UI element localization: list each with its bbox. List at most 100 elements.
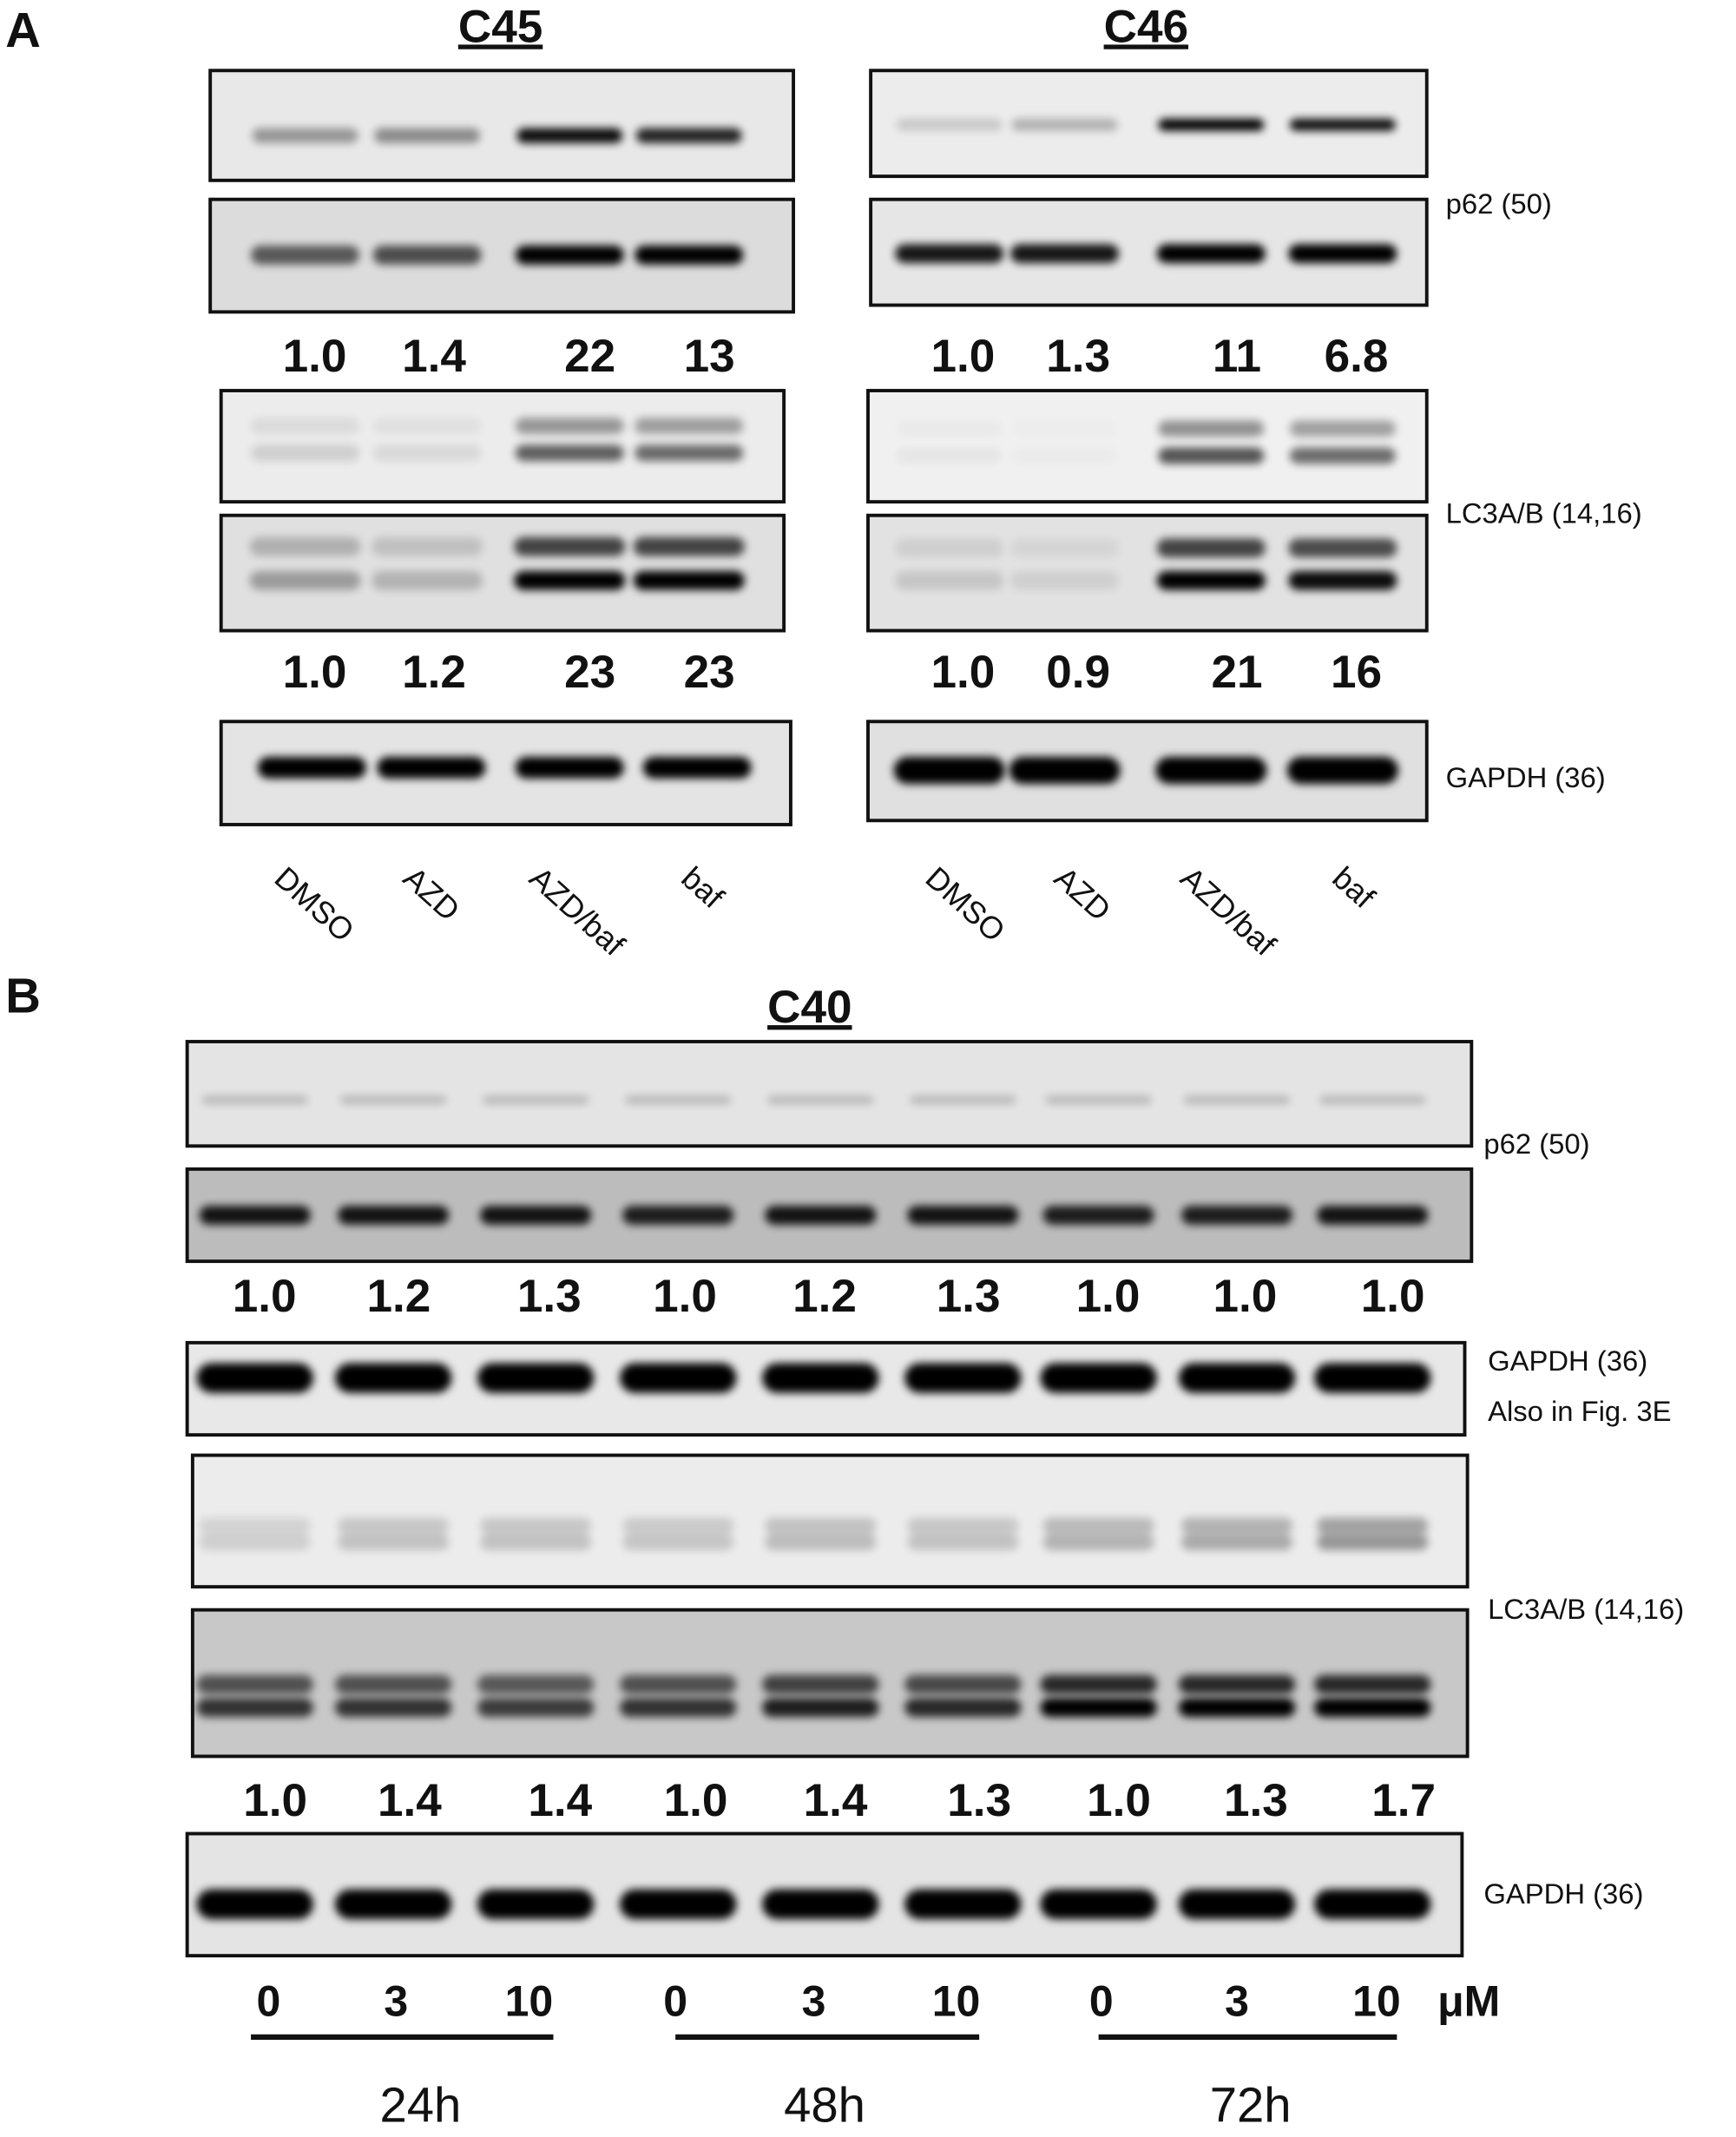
blot-frame (208, 69, 796, 182)
band (1184, 1095, 1290, 1104)
ratio-label: 6.8 (1325, 331, 1389, 382)
band (633, 570, 745, 590)
band (1286, 756, 1398, 785)
band (625, 1095, 732, 1104)
marker-label: LC3A/B (14,16) (1488, 1593, 1684, 1625)
blot-background (868, 390, 1427, 503)
band (897, 420, 1003, 437)
band (477, 1698, 595, 1718)
lane-label: baf (674, 859, 731, 916)
band (1180, 1206, 1293, 1225)
band (1156, 538, 1266, 558)
ratio-label: 23 (684, 647, 735, 698)
band (1314, 1889, 1431, 1919)
band (895, 570, 1004, 590)
marker-label: GAPDH (36) (1483, 1877, 1643, 1910)
ratio-label: 21 (1211, 647, 1262, 698)
band (477, 1889, 595, 1919)
marker-label: GAPDH (36) (1446, 761, 1606, 793)
band (895, 538, 1004, 558)
blot (190, 1453, 1470, 1589)
band (765, 1206, 877, 1225)
lane-label: DMSO (919, 859, 1013, 949)
blot-frame (185, 1167, 1474, 1264)
band (1045, 1095, 1152, 1104)
blot (185, 1167, 1474, 1264)
band (372, 418, 482, 434)
band (1010, 570, 1120, 590)
band (196, 1698, 313, 1718)
band (514, 536, 626, 556)
band (480, 1206, 592, 1225)
blot (185, 1831, 1464, 1958)
band (1314, 1674, 1431, 1694)
ratio-label: 1.0 (664, 1775, 728, 1826)
band (1319, 1095, 1426, 1104)
dose-label: 0 (256, 1977, 280, 2026)
blot-frame (866, 389, 1429, 504)
band (635, 128, 742, 143)
blot (866, 513, 1429, 633)
band (515, 756, 624, 779)
ratio-label: 1.0 (1087, 1775, 1151, 1826)
band (334, 1698, 452, 1718)
band (907, 1206, 1019, 1225)
ratio-label: 1.4 (804, 1775, 868, 1826)
band (635, 418, 744, 434)
ratio-label: 1.3 (947, 1775, 1011, 1826)
dose-unit: μM (1437, 1977, 1500, 2026)
band (904, 1889, 1022, 1919)
band (251, 418, 360, 434)
band (196, 1674, 313, 1694)
band (374, 128, 481, 143)
ratio-label: 16 (1331, 647, 1382, 698)
band (642, 756, 752, 779)
band (904, 1363, 1022, 1393)
band (249, 536, 361, 556)
ratio-label: 1.3 (1046, 331, 1110, 382)
dose-label: 3 (802, 1977, 826, 2026)
band (1289, 420, 1396, 437)
band (199, 1517, 311, 1535)
ratio-label: 1.0 (283, 331, 347, 382)
band (199, 1206, 311, 1225)
band (620, 1698, 737, 1718)
ratio-label: 1.0 (930, 647, 995, 698)
ratio-label: 1.0 (1076, 1271, 1141, 1322)
blot (219, 513, 786, 633)
band (1040, 1889, 1157, 1919)
blot (219, 389, 786, 504)
dose-label: 0 (1089, 1977, 1114, 2026)
ratio-label: 1.4 (402, 331, 466, 382)
blot-frame (190, 1453, 1470, 1589)
band (515, 444, 624, 462)
band (1314, 1363, 1431, 1393)
band (896, 447, 1003, 464)
lane-label: baf (1325, 859, 1382, 916)
blot-frame (185, 1831, 1464, 1958)
band (249, 570, 361, 590)
band (334, 1889, 452, 1919)
marker-label: GAPDH (36) (1488, 1345, 1647, 1377)
band (762, 1674, 879, 1694)
band (1289, 118, 1396, 131)
band (1288, 570, 1397, 590)
ratio-label: 1.2 (366, 1271, 431, 1322)
blot-frame (866, 513, 1429, 633)
ratio-label: 1.0 (233, 1271, 297, 1322)
band (620, 1674, 737, 1694)
blot (869, 69, 1429, 179)
marker-label: p62 (50) (1483, 1128, 1589, 1160)
dose-label: 3 (1225, 1977, 1249, 2026)
band (762, 1889, 879, 1919)
ratio-label: 1.2 (402, 647, 466, 698)
band (251, 245, 360, 265)
ratio-label: 1.0 (243, 1775, 307, 1826)
blot-title: C45 (458, 1, 542, 52)
band (480, 1517, 592, 1535)
blot-frame (219, 720, 792, 826)
blot-frame (185, 1340, 1467, 1437)
lane-label: DMSO (268, 859, 362, 949)
band (1042, 1517, 1154, 1535)
